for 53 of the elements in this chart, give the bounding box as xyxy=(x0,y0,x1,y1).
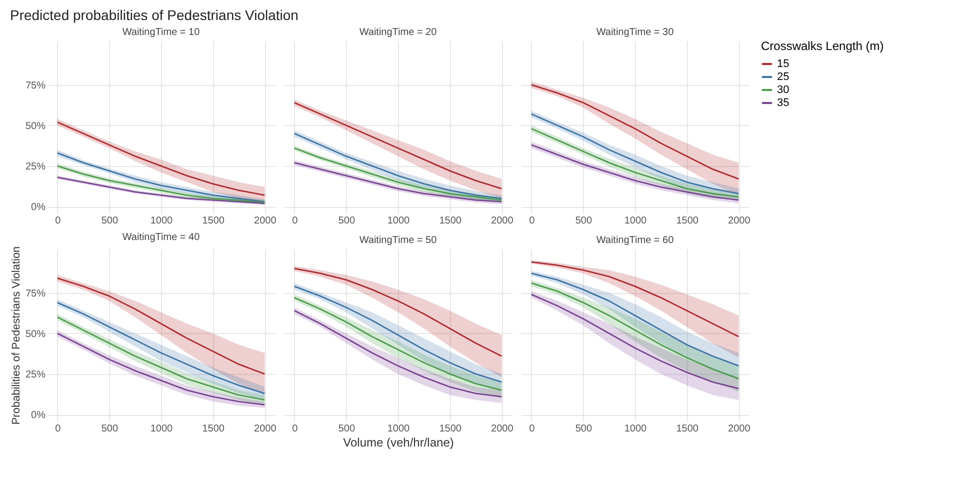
chart-subtitle: WaitingTime = 50 xyxy=(359,235,438,246)
x-tick-label: 1500 xyxy=(202,216,225,226)
x-tick-label: 1000 xyxy=(150,216,174,226)
chart-subtitle: WaitingTime = 30 xyxy=(596,27,674,38)
x-tick-label: 2000 xyxy=(254,424,277,434)
legend-label: 30 xyxy=(777,84,790,96)
x-tick-label: 1000 xyxy=(387,424,410,434)
x-tick-label: 2000 xyxy=(728,424,751,434)
x-tick-label: 0 xyxy=(55,424,62,434)
chart-title: Predicted probabilities of Pedestrians Violation xyxy=(10,7,298,23)
y-tick-label: 50% xyxy=(25,328,46,340)
x-tick-label: 2000 xyxy=(728,216,751,226)
x-tick-label: 0 xyxy=(292,424,298,434)
y-tick-label: 75% xyxy=(25,288,46,300)
line-series xyxy=(56,278,266,375)
y-tick-label: 0% xyxy=(31,410,46,422)
legend-label: 25 xyxy=(777,71,790,83)
chart-subtitle: WaitingTime = 60 xyxy=(596,235,674,246)
y-axis-title: Probabilities of Pedestrians Violation xyxy=(10,246,22,425)
legend-title: Crosswalks Length (m) xyxy=(761,39,884,53)
y-tick-label: 75% xyxy=(25,80,46,92)
chart-subtitle: WaitingTime = 10 xyxy=(122,27,200,38)
chart-subtitle: WaitingTime = 20 xyxy=(359,27,438,38)
x-axis-title: Volume (veh/hr/lane) xyxy=(343,436,454,450)
x-tick-label: 2000 xyxy=(491,424,514,434)
legend-label: 15 xyxy=(777,58,790,70)
x-tick-label: 1000 xyxy=(624,216,648,226)
x-tick-label: 0 xyxy=(292,216,298,226)
y-tick-label: 25% xyxy=(25,369,46,380)
x-tick-label: 500 xyxy=(575,424,592,434)
x-tick-label: 500 xyxy=(338,424,356,434)
x-tick-label: 2000 xyxy=(491,216,514,226)
chart-subtitle: WaitingTime = 40 xyxy=(122,232,200,243)
x-tick-label: 1500 xyxy=(439,216,462,226)
x-tick-label: 1000 xyxy=(624,424,648,434)
x-tick-label: 500 xyxy=(101,424,118,434)
x-tick-label: 1000 xyxy=(150,424,174,434)
y-tick-label: 0% xyxy=(31,202,46,214)
y-tick-label: 50% xyxy=(25,120,46,132)
x-tick-label: 1500 xyxy=(439,424,462,434)
x-tick-label: 500 xyxy=(338,216,356,226)
x-tick-label: 2000 xyxy=(254,216,277,226)
legend-label: 35 xyxy=(777,97,790,109)
x-tick-label: 1500 xyxy=(202,424,225,434)
x-tick-label: 500 xyxy=(575,216,592,226)
x-tick-label: 0 xyxy=(529,424,536,434)
x-tick-label: 0 xyxy=(55,216,62,226)
x-tick-label: 0 xyxy=(529,216,536,226)
x-tick-label: 1500 xyxy=(676,424,699,434)
x-tick-label: 1000 xyxy=(387,216,410,226)
x-tick-label: 1500 xyxy=(676,216,699,226)
x-tick-label: 500 xyxy=(101,216,118,226)
y-tick-label: 25% xyxy=(25,161,46,172)
